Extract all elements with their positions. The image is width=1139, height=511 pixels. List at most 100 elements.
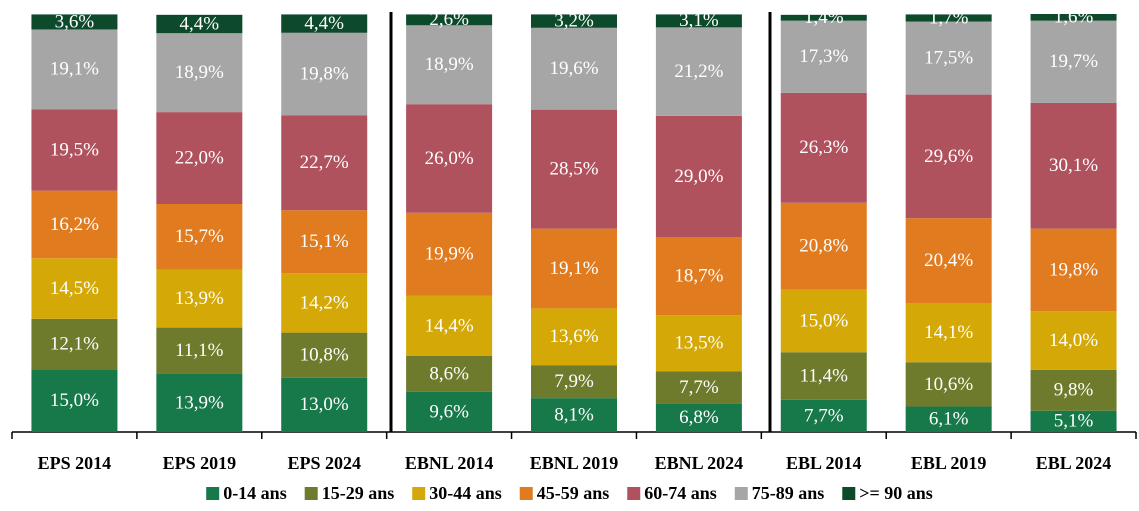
legend: 0-14 ans 15-29 ans 30-44 ans 45-59 ans 60-74… xyxy=(206,483,933,503)
value-label: 15,1% xyxy=(300,231,349,252)
bar-segment xyxy=(780,92,867,203)
value-label: 18,7% xyxy=(674,265,723,286)
value-label: 5,1% xyxy=(1054,411,1094,432)
value-label: 10,8% xyxy=(300,345,349,366)
value-label: 19,8% xyxy=(300,63,349,84)
value-label: 19,1% xyxy=(50,59,99,80)
bar-segment xyxy=(156,204,243,270)
bar-segment xyxy=(905,218,992,304)
x-tick-label: EBNL 2024 xyxy=(655,453,744,473)
value-label: 13,9% xyxy=(175,392,224,413)
value-label: 19,7% xyxy=(1049,51,1098,72)
bar-segment xyxy=(531,365,617,399)
bar-segment xyxy=(905,303,992,363)
bar-segment xyxy=(655,14,742,28)
bar-segment xyxy=(531,228,617,309)
bar-segment xyxy=(780,20,867,93)
bar-segment xyxy=(531,109,617,229)
bar-segment xyxy=(281,32,368,116)
value-label: 9,6% xyxy=(429,401,469,422)
bar-segment xyxy=(406,104,493,213)
x-tick-label: EBNL 2019 xyxy=(530,453,619,473)
bar-segment xyxy=(31,190,118,259)
bar-segment xyxy=(281,377,368,432)
value-label: 30,1% xyxy=(1049,155,1098,176)
value-label: 17,5% xyxy=(924,47,973,68)
bar-segment xyxy=(655,236,742,316)
legend-label: 15-29 ans xyxy=(322,483,395,503)
bar-segment xyxy=(1030,20,1117,103)
value-label: 1,7% xyxy=(929,7,969,28)
value-label: 26,3% xyxy=(799,137,848,158)
value-label: 3,1% xyxy=(679,10,719,31)
bar-segment xyxy=(156,327,243,374)
legend-swatch xyxy=(627,487,641,500)
value-label: 8,6% xyxy=(429,363,469,384)
value-label: 29,0% xyxy=(674,166,723,187)
legend-label: 30-44 ans xyxy=(429,483,502,503)
bar-segment xyxy=(31,29,118,110)
bar-segment xyxy=(531,308,617,366)
bar-segment xyxy=(1030,228,1117,312)
value-label: 14,4% xyxy=(425,315,474,336)
value-label: 28,5% xyxy=(549,158,598,179)
bar-segment xyxy=(31,14,118,30)
bar-segment xyxy=(156,373,243,432)
value-label: 14,0% xyxy=(1049,330,1098,351)
value-label: 14,1% xyxy=(924,322,973,343)
bar-segment xyxy=(406,356,493,392)
bar-segment xyxy=(1030,102,1117,229)
value-label: 21,2% xyxy=(674,61,723,82)
bar-segment xyxy=(780,202,867,290)
x-tick-label: EPS 2019 xyxy=(163,453,237,473)
bar-segment xyxy=(281,273,368,333)
value-label: 7,7% xyxy=(679,377,719,398)
value-label: 22,7% xyxy=(300,152,349,173)
bar-segment xyxy=(406,391,493,432)
bar-segment xyxy=(1030,410,1117,432)
value-label: 26,0% xyxy=(425,148,474,169)
legend-label: 0-14 ans xyxy=(223,483,287,503)
value-label: 15,0% xyxy=(50,390,99,411)
legend-swatch xyxy=(206,487,220,500)
bar-segment xyxy=(655,27,742,116)
value-label: 12,1% xyxy=(50,333,99,354)
bar-segment xyxy=(31,369,118,432)
value-label: 8,1% xyxy=(554,404,594,425)
value-label: 17,3% xyxy=(799,46,848,67)
value-label: 3,6% xyxy=(55,11,95,32)
bar-segment xyxy=(780,14,867,21)
bar-segment xyxy=(406,295,493,356)
bar-segment xyxy=(780,289,867,353)
value-label: 19,5% xyxy=(50,139,99,160)
value-label: 13,0% xyxy=(300,394,349,415)
legend-label: >= 90 ans xyxy=(859,483,933,503)
bar-segment xyxy=(281,14,368,33)
legend-swatch xyxy=(842,487,856,500)
value-label: 13,9% xyxy=(175,288,224,309)
legend-label: 75-89 ans xyxy=(752,483,825,503)
bar-segment xyxy=(156,112,243,204)
x-tick-label: EBNL 2014 xyxy=(405,453,494,473)
bar-segment xyxy=(531,398,617,432)
bar-segment xyxy=(1030,14,1117,21)
value-label: 4,4% xyxy=(180,13,220,34)
bar-segment xyxy=(1030,311,1117,370)
bar-segment xyxy=(1030,369,1117,411)
x-tick-label: EBL 2019 xyxy=(911,453,987,473)
value-label: 29,6% xyxy=(924,146,973,167)
value-label: 11,1% xyxy=(175,340,224,361)
bar-segment xyxy=(281,332,368,378)
bar-segment xyxy=(156,269,243,328)
value-label: 1,4% xyxy=(804,7,844,28)
value-label: 13,5% xyxy=(674,333,723,354)
bar-segment xyxy=(281,115,368,211)
legend-swatch xyxy=(412,487,426,500)
bar-segment xyxy=(780,399,867,432)
value-label: 7,9% xyxy=(554,371,594,392)
value-label: 20,4% xyxy=(924,250,973,271)
value-label: 1,6% xyxy=(1054,7,1094,28)
bar-segment xyxy=(406,14,493,26)
value-label: 4,4% xyxy=(304,13,344,34)
